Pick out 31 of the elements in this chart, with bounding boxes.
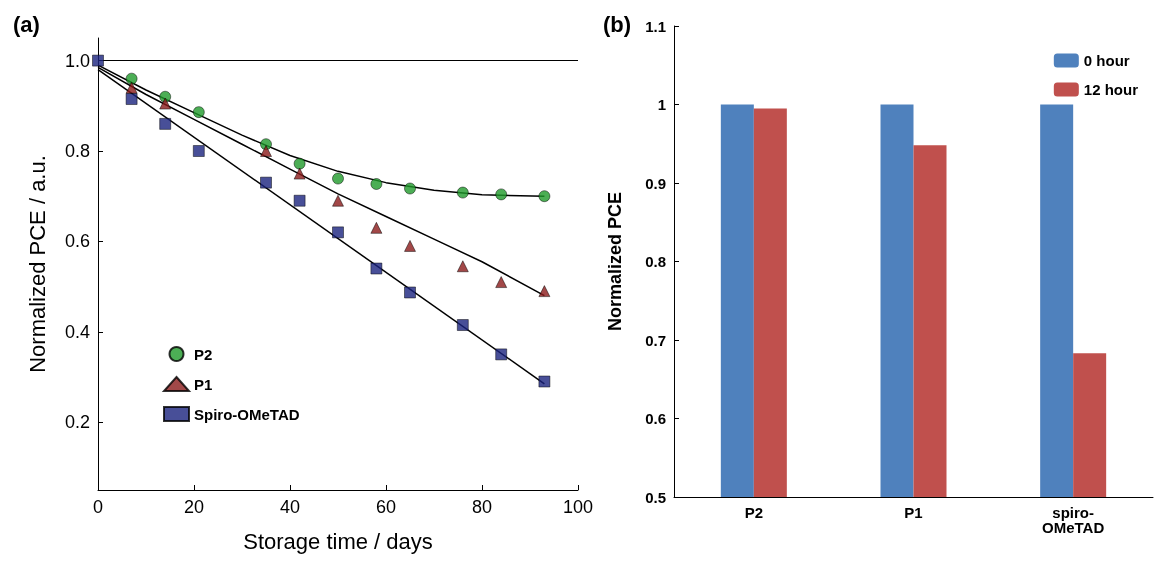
legend-label: Spiro-OMeTAD — [194, 405, 300, 423]
y-tick-label: 0.6 — [645, 410, 666, 427]
legend-label: P2 — [194, 345, 213, 363]
chart-title: (b) — [603, 11, 632, 37]
x-tick-label: 80 — [471, 497, 493, 517]
legend-label: P1 — [194, 375, 213, 393]
y-tick-label: 0.7 — [645, 331, 666, 349]
y-tick-label: 1.0 — [64, 50, 90, 71]
x-tick-label: P1 — [904, 504, 923, 521]
x-axis-title: Storage time / days — [243, 528, 433, 554]
x-tick-label: 20 — [183, 497, 205, 517]
legend-label: 0 hour — [1083, 52, 1130, 69]
x-tick-label: spiro- OMeTAD — [1042, 504, 1105, 536]
x-tick-label: 40 — [279, 497, 301, 517]
legend-label: 12 hour — [1083, 81, 1139, 98]
x-tick-label: P2 — [744, 504, 764, 521]
y-tick-label: 1.1 — [645, 17, 666, 35]
y-tick-label: 0.9 — [645, 174, 666, 192]
x-tick-label: 0 — [92, 497, 104, 517]
y-tick-label: 0.5 — [645, 488, 666, 506]
y-axis-title: Normalized PCE / a.u. — [24, 155, 50, 373]
y-tick-label: 0.4 — [64, 321, 90, 342]
y-tick-label: 1 — [657, 96, 666, 113]
y-tick-label: 0.8 — [645, 253, 666, 270]
y-tick-label: 0.6 — [64, 231, 90, 252]
chart-title: (a) — [13, 11, 40, 37]
y-axis-title: Normalized PCE — [605, 191, 625, 332]
y-tick-label: 0.8 — [64, 141, 90, 161]
y-tick-label: 0.2 — [64, 412, 90, 433]
x-tick-label: 100 — [562, 497, 594, 517]
x-tick-label: 60 — [375, 497, 397, 517]
